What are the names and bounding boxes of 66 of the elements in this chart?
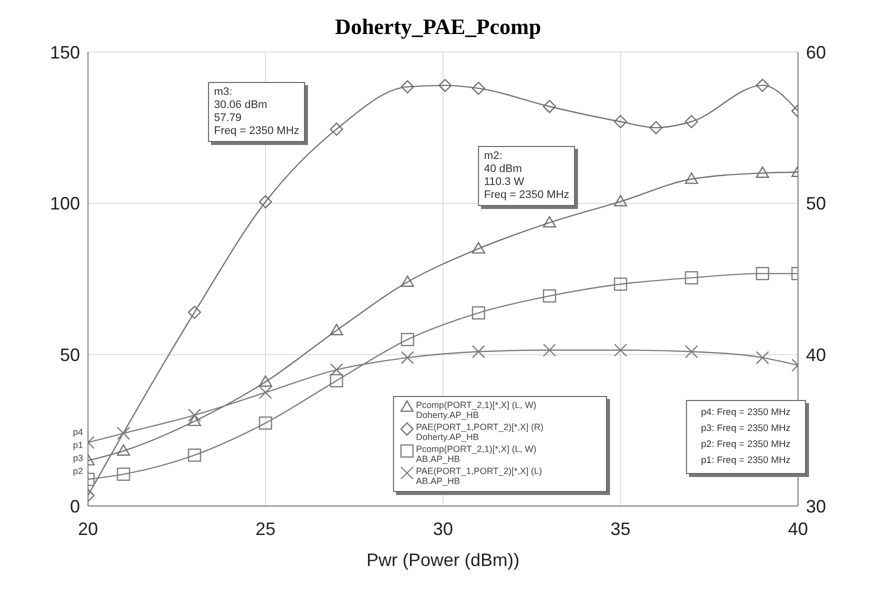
y2-tick-label: 50 xyxy=(806,194,826,214)
point xyxy=(472,82,486,95)
point xyxy=(684,172,698,184)
point xyxy=(472,306,486,320)
y-tick-label: 50 xyxy=(60,345,80,366)
legend-label: PAE(PORT_1,PORT_2)[*,X] (R) Doherty.AP_HB xyxy=(416,422,544,442)
x-tick-label: 40 xyxy=(788,518,808,539)
text: p2 xyxy=(72,466,84,476)
text: p1 xyxy=(72,440,84,450)
point xyxy=(116,426,130,440)
point xyxy=(472,242,486,254)
point xyxy=(684,115,698,128)
point xyxy=(472,345,486,358)
point xyxy=(438,78,452,92)
point xyxy=(258,375,272,387)
annotation: m2: 40 dBm 110.3 W Freq = 2350 MHz xyxy=(478,146,576,206)
point xyxy=(684,345,698,358)
x-tick-label: 35 xyxy=(610,518,631,539)
y-tick-label: 0 xyxy=(70,496,80,516)
point xyxy=(684,271,698,284)
point xyxy=(542,289,556,303)
point xyxy=(400,332,414,346)
y-tick-label: 150 xyxy=(50,42,80,62)
text: p3 xyxy=(72,453,84,463)
point xyxy=(614,344,628,357)
point xyxy=(188,306,202,319)
point xyxy=(756,78,770,92)
point xyxy=(258,386,272,400)
annotation: m3: 30.06 dBm 57.79 Freq = 2350 MHz xyxy=(208,82,306,142)
point xyxy=(614,278,628,291)
text: p4 xyxy=(72,427,84,437)
point xyxy=(400,80,414,94)
point xyxy=(330,324,344,336)
x-tick-label: 30 xyxy=(432,518,454,539)
point xyxy=(614,194,628,206)
chart-title: Doherty_PAE_Pcomp xyxy=(334,14,542,40)
point xyxy=(116,444,130,456)
y2-tick-label: 40 xyxy=(806,345,826,366)
point xyxy=(400,351,414,364)
point xyxy=(188,448,202,462)
point xyxy=(330,122,344,136)
point xyxy=(756,351,770,364)
point xyxy=(542,344,556,357)
point xyxy=(116,468,130,481)
x-axis-title: Pwr (Power (dBm)) xyxy=(366,550,520,570)
point xyxy=(756,166,770,178)
point xyxy=(542,216,556,228)
point xyxy=(542,100,556,114)
y-tick-label: 100 xyxy=(50,194,80,214)
point xyxy=(188,414,202,426)
point xyxy=(188,408,202,422)
point xyxy=(756,266,770,280)
legend-label: Pcomp(PORT_2,1)[*,X] (L, W) Doherty.AP_HB xyxy=(416,400,536,420)
y2-tick-label: 60 xyxy=(806,42,826,62)
point xyxy=(614,115,628,128)
annotation: p4: Freq = 2350 MHz p3: Freq = 2350 MHz p2: Freq = 2350 MHz p1: Freq = 2350 MHz xyxy=(686,400,806,474)
legend-label: PAE(PORT_1,PORT_2)[*,X] (L) AB.AP_HB xyxy=(416,466,542,486)
legend-label: Pcomp(PORT_2,1)[*,X] (L, W) AB.AP_HB xyxy=(416,444,536,464)
x-tick-label: 20 xyxy=(78,518,98,539)
point xyxy=(258,195,272,208)
point xyxy=(330,374,344,388)
point xyxy=(258,416,272,430)
x-tick-label: 25 xyxy=(255,518,276,539)
point xyxy=(400,275,414,287)
y2-tick-label: 30 xyxy=(806,496,826,516)
point xyxy=(649,121,663,134)
